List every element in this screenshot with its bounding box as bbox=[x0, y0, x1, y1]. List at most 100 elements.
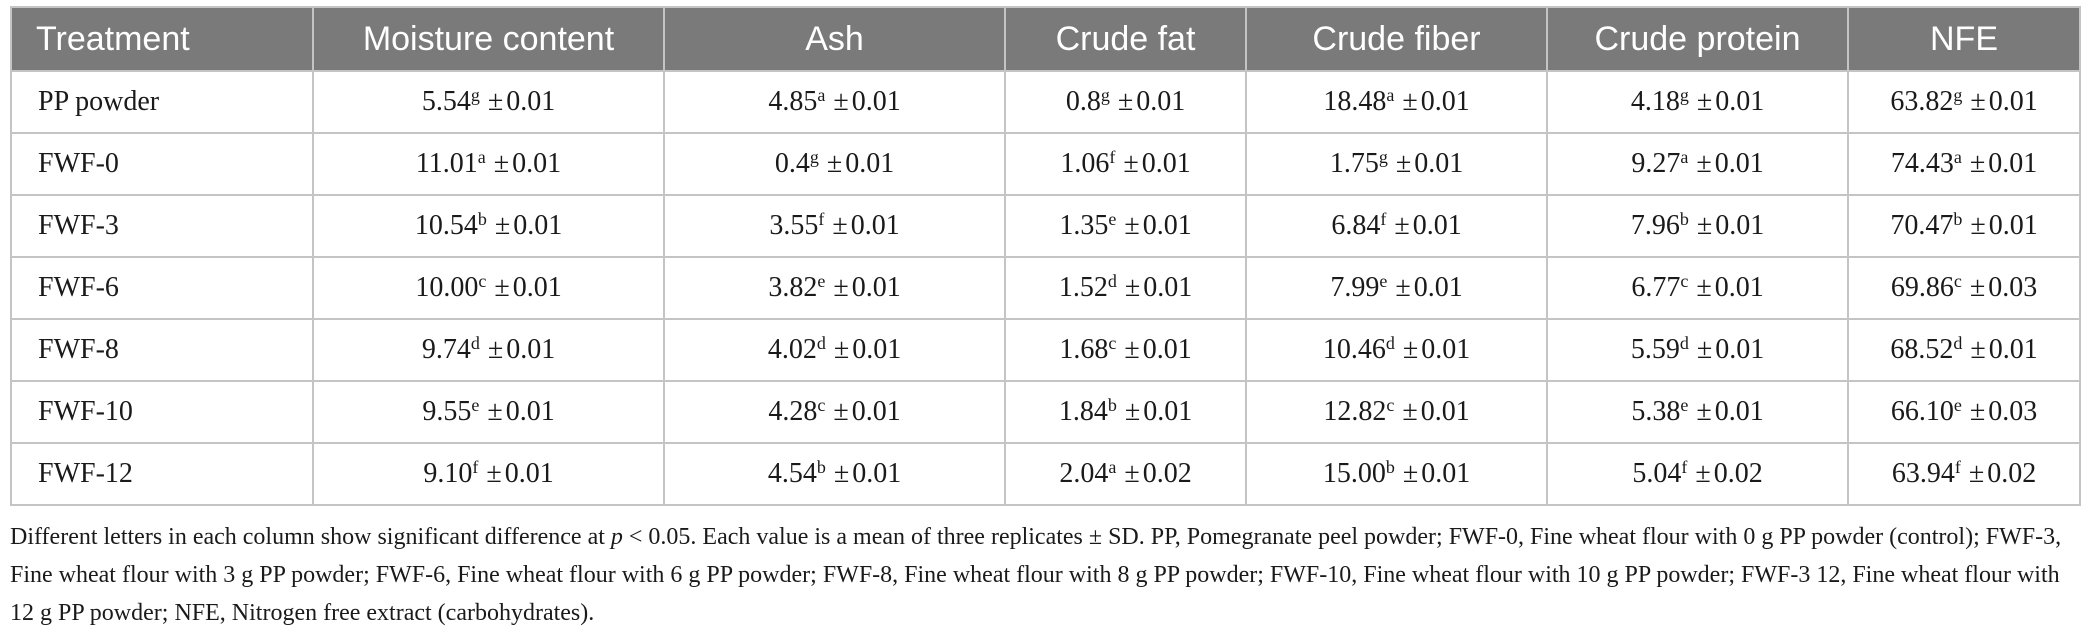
value-cell: 9.74d ±0.01 bbox=[312, 318, 665, 382]
cell-mean: 9.27 bbox=[1631, 148, 1681, 179]
cell-sd: 0.01 bbox=[851, 396, 901, 427]
cell-significance-letter: c bbox=[478, 271, 487, 291]
plus-minus-symbol: ± bbox=[833, 458, 850, 489]
cell-significance-letter: d bbox=[1107, 271, 1117, 291]
value-cell: 10.54b ±0.01 bbox=[312, 194, 665, 258]
cell-sd: 0.02 bbox=[1713, 458, 1763, 489]
cell-significance-letter: d bbox=[1953, 333, 1963, 353]
plus-minus-symbol: ± bbox=[486, 458, 502, 489]
plus-minus-symbol: ± bbox=[826, 148, 843, 179]
cell-significance-letter: e bbox=[1953, 395, 1962, 415]
treatment-cell: FWF-8 bbox=[10, 318, 314, 382]
cell-mean: 9.55 bbox=[422, 396, 472, 427]
header-treatment: Treatment bbox=[10, 6, 314, 72]
value-cell: 1.68c ±0.01 bbox=[1004, 318, 1247, 382]
cell-mean: 7.96 bbox=[1630, 210, 1680, 241]
plus-minus-symbol: ± bbox=[832, 210, 848, 241]
cell-significance-letter: d bbox=[816, 333, 826, 353]
value-cell: 68.52d ±0.01 bbox=[1847, 318, 2081, 382]
treatment-cell: PP powder bbox=[10, 70, 314, 134]
plus-minus-symbol: ± bbox=[487, 396, 503, 427]
plus-minus-symbol: ± bbox=[1395, 272, 1411, 303]
cell-mean: 3.55 bbox=[769, 210, 819, 241]
table-body: PP powder 5.54g ±0.01 4.85a ±0.01 0.8g ±0.01 18… bbox=[10, 70, 2081, 506]
cell-sd: 0.03 bbox=[1988, 396, 2038, 427]
cell-mean: 6.77 bbox=[1631, 272, 1681, 303]
value-cell: 69.86c ±0.03 bbox=[1847, 256, 2081, 320]
cell-mean: 4.28 bbox=[768, 396, 818, 427]
cell-mean: 5.38 bbox=[1631, 396, 1681, 427]
plus-minus-symbol: ± bbox=[487, 334, 504, 365]
cell-mean: 4.02 bbox=[767, 334, 817, 365]
cell-significance-letter: f bbox=[1380, 209, 1387, 229]
cell-mean: 70.47 bbox=[1890, 210, 1954, 241]
cell-sd: 0.01 bbox=[1413, 272, 1463, 303]
cell-mean: 63.82 bbox=[1890, 86, 1954, 117]
cell-sd: 0.01 bbox=[505, 396, 555, 427]
value-cell: 1.06f ±0.01 bbox=[1004, 132, 1247, 196]
plus-minus-symbol: ± bbox=[1969, 148, 1986, 179]
value-cell: 4.54b ±0.01 bbox=[663, 442, 1006, 506]
cell-significance-letter: c bbox=[1680, 271, 1689, 291]
cell-significance-letter: d bbox=[1679, 333, 1689, 353]
cell-mean: 1.52 bbox=[1058, 272, 1108, 303]
cell-mean: 66.10 bbox=[1890, 396, 1954, 427]
cell-sd: 0.01 bbox=[506, 86, 556, 117]
cell-sd: 0.01 bbox=[1715, 86, 1765, 117]
value-cell: 18.48a ±0.01 bbox=[1245, 70, 1548, 134]
cell-significance-letter: b bbox=[1953, 209, 1963, 229]
value-cell: 6.77c ±0.01 bbox=[1546, 256, 1849, 320]
cell-mean: 4.18 bbox=[1630, 86, 1680, 117]
cell-significance-letter: c bbox=[1108, 333, 1117, 353]
table-container: Treatment Moisture content Ash Crude fat… bbox=[10, 6, 2081, 632]
value-cell: 5.38e ±0.01 bbox=[1546, 380, 1849, 444]
treatment-cell: FWF-0 bbox=[10, 132, 314, 196]
plus-minus-symbol: ± bbox=[1124, 396, 1141, 427]
cell-mean: 11.01 bbox=[415, 148, 478, 179]
cell-sd: 0.01 bbox=[1715, 334, 1765, 365]
plus-minus-symbol: ± bbox=[1968, 458, 1985, 489]
value-cell: 9.55e ±0.01 bbox=[312, 380, 665, 444]
header-nfe: NFE bbox=[1847, 6, 2081, 72]
value-cell: 9.27a ±0.01 bbox=[1546, 132, 1849, 196]
cell-significance-letter: g bbox=[809, 147, 819, 167]
value-cell: 5.04f ±0.02 bbox=[1546, 442, 1849, 506]
cell-sd: 0.01 bbox=[851, 272, 901, 303]
value-cell: 3.82e ±0.01 bbox=[663, 256, 1006, 320]
cell-mean: 68.52 bbox=[1890, 334, 1954, 365]
value-cell: 3.55f ±0.01 bbox=[663, 194, 1006, 258]
table-row: FWF-0 11.01a ±0.01 0.4g ±0.01 1.06f ±0.01 1.75g… bbox=[10, 132, 2081, 196]
value-cell: 7.96b ±0.01 bbox=[1546, 194, 1849, 258]
value-cell: 1.84b ±0.01 bbox=[1004, 380, 1247, 444]
cell-significance-letter: b bbox=[1107, 395, 1117, 415]
value-cell: 63.82g ±0.01 bbox=[1847, 70, 2081, 134]
cell-mean: 3.82 bbox=[768, 272, 818, 303]
cell-mean: 12.82 bbox=[1323, 396, 1387, 427]
cell-mean: 74.43 bbox=[1890, 148, 1954, 179]
value-cell: 12.82c ±0.01 bbox=[1245, 380, 1548, 444]
table-row: FWF-12 9.10f ±0.01 4.54b ±0.01 2.04a ±0.02 15.0… bbox=[10, 442, 2081, 506]
table-header: Treatment Moisture content Ash Crude fat… bbox=[10, 6, 2081, 72]
plus-minus-symbol: ± bbox=[833, 86, 849, 117]
cell-sd: 0.01 bbox=[1142, 334, 1192, 365]
value-cell: 15.00b ±0.01 bbox=[1245, 442, 1548, 506]
cell-sd: 0.01 bbox=[512, 148, 562, 179]
cell-sd: 0.01 bbox=[1143, 396, 1193, 427]
cell-sd: 0.01 bbox=[1414, 148, 1464, 179]
cell-sd: 0.01 bbox=[1420, 86, 1470, 117]
cell-sd: 0.01 bbox=[504, 458, 554, 489]
cell-significance-letter: a bbox=[1108, 457, 1117, 477]
cell-sd: 0.01 bbox=[1714, 148, 1764, 179]
cell-sd: 0.01 bbox=[506, 334, 556, 365]
table-footnote: Different letters in each column show si… bbox=[10, 518, 2079, 632]
cell-sd: 0.01 bbox=[1142, 210, 1192, 241]
value-cell: 4.02d ±0.01 bbox=[663, 318, 1006, 382]
cell-significance-letter: a bbox=[477, 147, 486, 167]
cell-mean: 1.84 bbox=[1058, 396, 1108, 427]
treatment-cell: FWF-12 bbox=[10, 442, 314, 506]
plus-minus-symbol: ± bbox=[1696, 210, 1713, 241]
cell-significance-letter: b bbox=[1679, 209, 1689, 229]
header-crude-fat: Crude fat bbox=[1004, 6, 1247, 72]
cell-significance-letter: a bbox=[1953, 147, 1962, 167]
plus-minus-symbol: ± bbox=[833, 272, 849, 303]
